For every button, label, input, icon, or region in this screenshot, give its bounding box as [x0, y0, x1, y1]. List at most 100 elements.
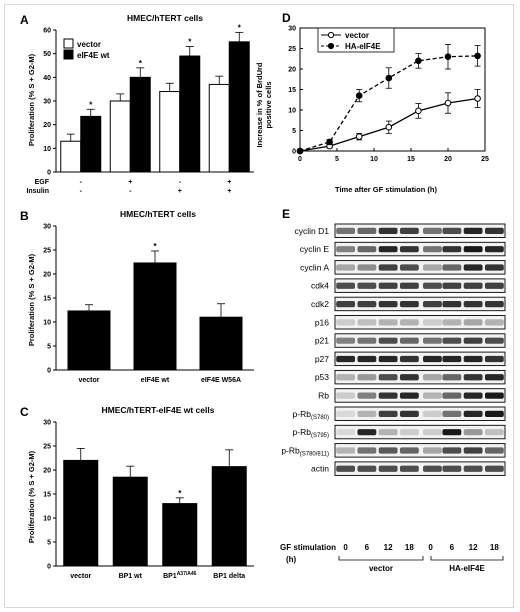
blot-band	[336, 227, 356, 234]
blot-row-label: p21	[315, 336, 329, 346]
point-vector	[385, 123, 393, 131]
blot-band	[484, 392, 504, 399]
blot-band	[484, 465, 504, 472]
row-label-egf: EGF	[35, 179, 50, 186]
chart-d-xlabel: Time after GF stimulation (h)	[335, 185, 437, 194]
blot-band	[423, 300, 442, 308]
blot-band	[378, 355, 398, 363]
blot-strip	[334, 406, 506, 421]
blot-band	[336, 246, 356, 253]
blot-band	[484, 264, 504, 271]
blot-strip	[334, 296, 506, 312]
blot-band	[484, 447, 504, 454]
blot-band	[442, 264, 462, 271]
bar-a-eif4e-significance: *	[238, 23, 242, 32]
timepoint-label: 0	[343, 543, 348, 552]
chart-d-ytick-label: 25	[288, 46, 296, 53]
bar-a-eif4e-significance: *	[188, 38, 192, 47]
blot-band	[357, 447, 377, 454]
blot-band	[463, 337, 483, 344]
timepoint-label: 12	[384, 543, 393, 552]
blot-row-label: p-Rb(S780/811)	[281, 445, 329, 457]
blot-band	[357, 300, 377, 308]
blot-band	[378, 227, 398, 234]
blot-band	[442, 282, 462, 289]
timepoint-label: 6	[365, 543, 370, 552]
bar-c	[112, 476, 148, 567]
point-ha-eif4e	[385, 74, 393, 82]
chart-d-ytick-label: 0	[292, 149, 296, 156]
legend-swatch-eif4e	[63, 49, 74, 60]
blot-band	[423, 374, 442, 381]
blot-band	[423, 447, 442, 454]
chart-b-ylabel: Proliferation (% S + G2-M)	[27, 253, 36, 346]
blot-row-label: p-Rb(S795)	[293, 427, 329, 439]
blot-row-label: cdk2	[311, 299, 329, 309]
blot-timepoints: 0 6 12 18 0 6 12 18	[343, 543, 499, 552]
blot-band	[423, 319, 442, 326]
timepoint-label: 6	[450, 543, 455, 552]
blot-strip	[334, 443, 506, 458]
panel-label-a: A	[20, 13, 29, 27]
point-vector	[355, 133, 363, 140]
blot-band	[423, 465, 442, 472]
blot-band	[399, 429, 419, 436]
point-ha-eif4e	[296, 147, 304, 155]
blot-band	[357, 429, 377, 436]
blot-row-label: cyclin A	[300, 262, 329, 272]
blot-band	[357, 264, 377, 271]
blot-band	[423, 264, 442, 271]
chart-c-ytick-label: 20	[43, 468, 51, 475]
chart-c-ytick-label: 10	[43, 516, 51, 523]
blot-band	[463, 410, 483, 417]
legend-marker-eif4e	[327, 42, 335, 50]
blot-band	[442, 374, 462, 381]
group-label-ha-eif4e: HA-eIF4E	[449, 564, 485, 573]
chart-a-bars: * * * *	[60, 23, 250, 173]
chart-a-ylabel: Proliferation (% S + G2-M)	[27, 53, 36, 146]
blot-band	[423, 355, 442, 363]
blot-strip	[334, 388, 506, 403]
blot-band	[442, 447, 462, 454]
legend-label-eif4e: eIF4E wt	[77, 51, 110, 60]
chart-d-ytick-label: 15	[288, 87, 296, 94]
panel-label-d: D	[282, 11, 291, 25]
chart-a: HMEC/hTERT cells Proliferation (% S + G2…	[26, 13, 254, 195]
chart-a-legend: vector eIF4E wt	[63, 38, 110, 60]
point-ha-eif4e	[474, 52, 481, 60]
chart-a-ytick-label: 40	[43, 75, 51, 82]
blot-band	[463, 447, 483, 454]
chart-c-ytick-label: 15	[43, 492, 51, 499]
category-label-b: vector	[78, 377, 99, 384]
blot-band	[442, 319, 462, 326]
western-blot: cyclin D1 cyclin E cyclin A cdk4 cdk2 p16 p21 p…	[280, 223, 506, 573]
blot-band	[442, 355, 462, 363]
chart-d-series	[296, 44, 481, 155]
bracket-ha-eif4e	[430, 556, 504, 561]
bar-a-eif4e	[179, 55, 201, 173]
blot-row-label: Rb	[318, 390, 329, 400]
blot-band	[336, 392, 356, 399]
blot-band	[423, 429, 442, 436]
chart-a-condition-signs: - - + - - + + +	[80, 179, 232, 195]
blot-band	[463, 282, 483, 289]
chart-a-ytick-label: 10	[43, 146, 51, 153]
blot-band	[463, 392, 483, 399]
blot-strip	[334, 369, 506, 385]
chart-b-ytick-label: 20	[43, 272, 51, 279]
blot-band	[399, 447, 419, 454]
category-label-c: BP1A37/A46	[163, 571, 197, 580]
blot-band	[378, 264, 398, 271]
chart-b-ytick-label: 5	[47, 344, 51, 351]
chart-b-ytick-label: 25	[43, 248, 51, 255]
blot-band	[378, 282, 398, 289]
blot-band	[378, 392, 398, 399]
blot-band	[463, 264, 483, 271]
blot-band	[378, 447, 398, 454]
blot-band	[484, 319, 504, 326]
blot-band	[423, 227, 442, 234]
blot-band	[463, 465, 483, 472]
blot-strip	[334, 315, 506, 330]
blot-band	[357, 392, 377, 399]
